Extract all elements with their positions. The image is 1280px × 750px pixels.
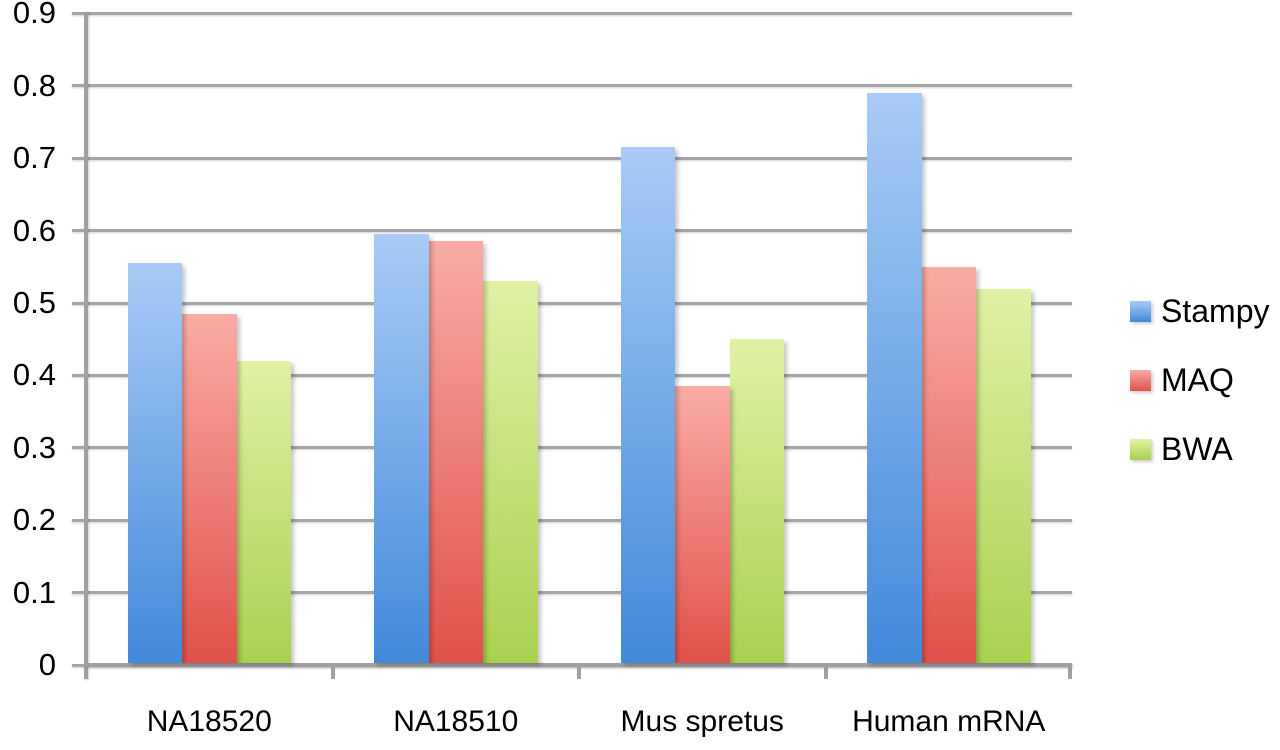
bar-stampy-2 (620, 147, 675, 663)
bar-stampy-0 (127, 263, 182, 663)
bar-bwa-0 (236, 360, 291, 663)
x-axis-tick (577, 663, 581, 679)
y-axis-tick-label: 0.7 (12, 140, 56, 176)
legend-label: BWA (1161, 430, 1233, 467)
y-axis-tick-label: 0.4 (12, 357, 56, 393)
x-axis-category-label: Mus spretus (620, 705, 784, 738)
y-axis-tick-label: 0.2 (12, 502, 56, 538)
bar-maq-2 (675, 386, 730, 663)
legend-swatch-stampy (1130, 300, 1151, 322)
gridline (72, 518, 1072, 522)
bar-bwa-3 (976, 288, 1031, 663)
x-axis-category-label: NA18510 (393, 705, 519, 738)
x-axis-tick (1068, 663, 1072, 679)
legend-item-stampy: Stampy (1130, 292, 1270, 329)
x-axis-tick (823, 663, 828, 679)
y-axis-tick-label: 0.8 (12, 67, 56, 103)
gridline (72, 11, 1072, 15)
bar-maq-3 (921, 266, 976, 663)
bar-bwa-2 (729, 339, 784, 663)
legend-label: Stampy (1161, 292, 1270, 329)
x-axis-category-label: Human mRNA (852, 705, 1046, 738)
bar-bwa-1 (483, 281, 538, 663)
bar-maq-1 (428, 241, 483, 663)
y-axis-tick-label: 0 (38, 647, 56, 682)
y-axis-tick-label: 0.5 (12, 285, 56, 320)
gridline (72, 373, 1072, 377)
legend-swatch-bwa (1130, 438, 1151, 460)
gridline (72, 229, 1072, 233)
bar-stampy-1 (374, 234, 429, 663)
gridline (72, 301, 1072, 305)
legend-item-bwa: BWA (1130, 430, 1233, 467)
gridline (72, 591, 1072, 595)
legend-label: MAQ (1161, 361, 1234, 398)
y-axis-tick-label: 0.3 (12, 429, 56, 465)
gridline (72, 156, 1072, 160)
legend-item-maq: MAQ (1130, 361, 1234, 398)
bar-maq-0 (182, 313, 237, 663)
y-axis-tick-label: 0.1 (12, 574, 56, 610)
bar-stampy-3 (867, 93, 922, 663)
y-axis-tick-label: 0.9 (12, 0, 56, 31)
gridline (72, 446, 1072, 450)
legend-swatch-maq (1130, 369, 1151, 391)
y-axis-line (84, 12, 88, 679)
gridline (72, 84, 1072, 88)
x-axis-category-label: NA18520 (146, 705, 272, 738)
y-axis-tick-label: 0.6 (12, 212, 56, 248)
x-axis-tick (330, 663, 335, 679)
